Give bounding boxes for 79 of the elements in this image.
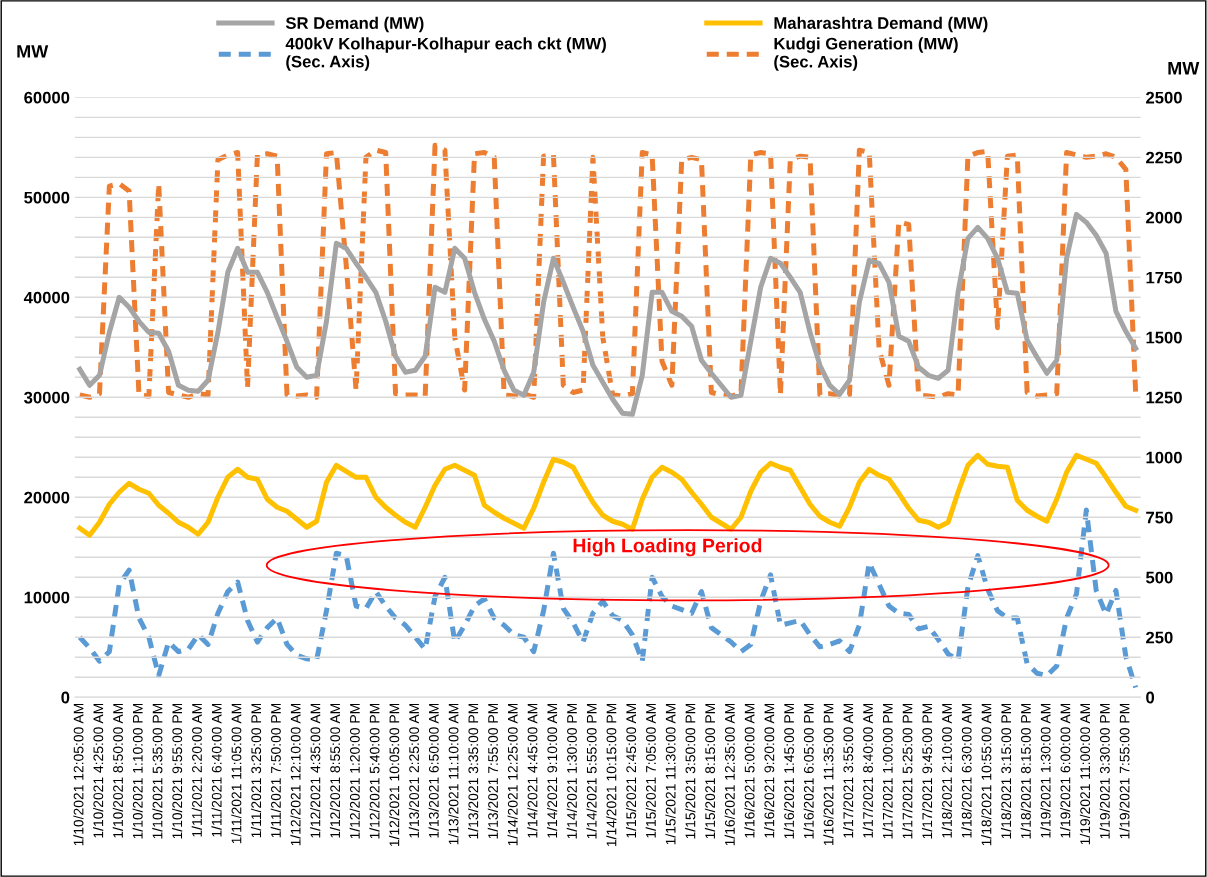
y2-axis-title: MW: [1168, 62, 1200, 75]
y2-tick-label: 1500: [1146, 331, 1182, 344]
y-tick-label: 0: [61, 691, 70, 704]
x-tick-label: 1/16/2021 9:20:00 AM: [764, 703, 775, 838]
x-tick-label: 1/18/2021 6:30:00 AM: [961, 703, 972, 838]
y-tick-label: 40000: [23, 291, 70, 304]
x-tick-label: 1/14/2021 1:30:00 PM: [566, 703, 577, 839]
x-tick-label: 1/12/2021 5:40:00 PM: [369, 703, 380, 839]
x-tick-label: 1/12/2021 4:35:00 AM: [310, 703, 321, 838]
x-tick-label: 1/19/2021 6:00:00 AM: [1060, 703, 1071, 838]
x-tick-label: 1/17/2021 8:40:00 AM: [862, 703, 873, 838]
x-tick-label: 1/12/2021 10:05:00 PM: [389, 703, 400, 847]
x-tick-label: 1/10/2021 12:05:00 AM: [73, 703, 84, 846]
y-tick-label: 30000: [24, 391, 70, 404]
y2-tick-label: 1750: [1146, 271, 1182, 284]
x-tick-label: 1/16/2021 5:00:00 AM: [744, 703, 755, 838]
y-axis-title: MW: [17, 45, 49, 58]
x-tick-label: 1/13/2021 11:10:00 AM: [448, 703, 459, 845]
y-tick-label: 60000: [24, 91, 70, 104]
y2-tick-label: 1250: [1146, 391, 1182, 404]
x-tick-label: 1/17/2021 9:45:00 PM: [921, 703, 933, 839]
y2-tick-label: 0: [1146, 691, 1155, 704]
x-tick-label: 1/11/2021 7:50:00 PM: [270, 703, 281, 838]
x-tick-label: 1/13/2021 3:35:00 PM: [468, 703, 479, 839]
x-tick-label: 1/16/2021 1:45:00 PM: [783, 703, 795, 839]
x-tick-label: 1/14/2021 10:15:00 PM: [606, 703, 617, 847]
x-tick-label: 1/16/2021 6:05:00 PM: [803, 703, 814, 839]
y2-tick-label: 250: [1146, 631, 1173, 644]
x-tick-label: 1/17/2021 5:25:00 PM: [902, 703, 913, 839]
x-tick-label: 1/15/2021 3:50:00 PM: [685, 703, 696, 839]
x-tick-label: 1/15/2021 11:30:00 AM: [665, 703, 676, 845]
x-tick-label: 1/10/2021 4:25:00 AM: [93, 703, 104, 838]
x-tick-label: 1/10/2021 8:50:00 AM: [112, 703, 123, 838]
x-tick-label: 1/18/2021 8:15:00 PM: [1020, 703, 1031, 839]
x-tick-label: 1/18/2021 3:15:00 PM: [1000, 703, 1012, 839]
x-tick-label: 1/15/2021 7:05:00 AM: [645, 703, 656, 838]
x-tick-label: 1/11/2021 6:40:00 AM: [211, 703, 222, 837]
x-tick-label: 1/15/2021 2:45:00 AM: [625, 703, 637, 838]
x-tick-label: 1/14/2021 5:55:00 PM: [586, 703, 597, 839]
y2-tick-label: 1000: [1146, 451, 1182, 464]
x-tick-label: 1/17/2021 3:55:00 AM: [843, 703, 854, 838]
legend-label: SR Demand (MW): [285, 16, 424, 33]
x-tick-label: 1/19/2021 11:00:00 AM: [1079, 703, 1091, 845]
y-tick-label: 10000: [24, 591, 70, 604]
y-tick-label: 20000: [24, 491, 70, 504]
x-tick-label: 1/15/2021 8:15:00 PM: [704, 703, 716, 839]
y2-tick-label: 2250: [1146, 151, 1182, 164]
y2-tick-label: 2000: [1146, 211, 1182, 224]
x-tick-label: 1/19/2021 1:30:00 AM: [1040, 703, 1051, 838]
x-tick-label: 1/14/2021 9:10:00 AM: [546, 703, 558, 838]
x-tick-label: 1/10/2021 1:10:00 PM: [132, 703, 143, 839]
x-tick-label: 1/11/2021 11:05:00 AM: [231, 703, 242, 844]
x-tick-label: 1/12/2021 8:55:00 AM: [329, 703, 341, 838]
x-tick-label: 1/13/2021 2:25:00 AM: [408, 703, 420, 838]
y2-tick-label: 500: [1145, 571, 1173, 584]
legend-label: 400kV Kolhapur-Kolhapur each ckt (MW) (Sec. Axis): [285, 37, 606, 71]
x-tick-label: 1/12/2021 1:20:00 PM: [349, 703, 360, 839]
x-tick-label: 1/14/2021 4:45:00 AM: [527, 703, 538, 838]
y2-tick-label: 2500: [1146, 91, 1182, 104]
x-tick-label: 1/19/2021 3:30:00 PM: [1099, 703, 1110, 839]
x-tick-label: 1/10/2021 5:35:00 PM: [152, 703, 163, 839]
x-tick-label: 1/17/2021 1:00:00 PM: [882, 703, 893, 839]
x-tick-label: 1/13/2021 6:50:00 AM: [428, 703, 439, 838]
x-tick-label: 1/12/2021 12:10:00 AM: [290, 703, 301, 846]
x-tick-label: 1/14/2021 12:25:00 AM: [507, 703, 518, 846]
x-tick-label: 1/18/2021 2:10:00 AM: [941, 703, 952, 838]
x-tick-label: 1/19/2021 7:55:00 PM: [1119, 703, 1130, 839]
y-tick-label: 50000: [24, 191, 70, 204]
legend-label: Kudgi Generation (MW) (Sec. Axis): [774, 37, 958, 71]
x-tick-label: 1/16/2021 11:35:00 PM: [823, 703, 834, 846]
x-tick-label: 1/13/2021 7:55:00 PM: [487, 703, 498, 839]
x-tick-label: 1/11/2021 3:25:00 PM: [250, 703, 262, 838]
x-tick-label: 1/18/2021 10:55:00 AM: [981, 703, 992, 846]
x-tick-label: 1/11/2021 2:20:00 AM: [191, 703, 202, 837]
legend-label: Maharashtra Demand (MW): [774, 16, 988, 33]
x-tick-label: 1/10/2021 9:55:00 PM: [171, 703, 183, 839]
y2-tick-label: 750: [1146, 511, 1173, 524]
x-tick-label: 1/16/2021 12:35:00 AM: [724, 703, 735, 846]
annotation: High Loading Period: [573, 538, 762, 557]
